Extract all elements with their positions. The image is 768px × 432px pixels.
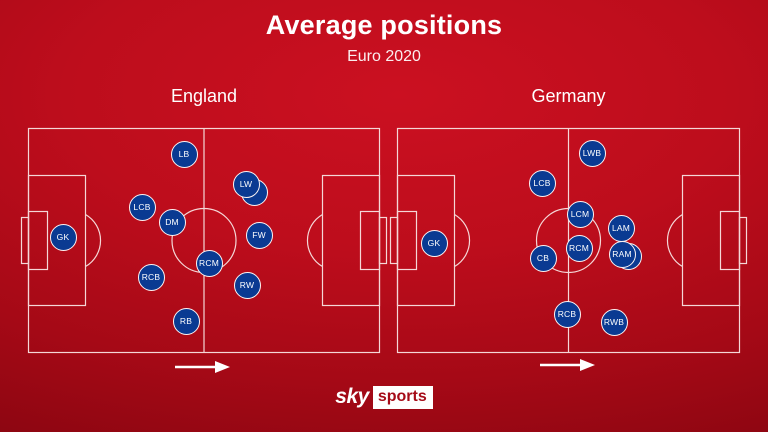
pitch-germany: GK LWB LCB LCM LAM RCM RAM CB RCB RWB (389, 127, 748, 354)
player-marker-cb: CB (529, 244, 557, 272)
penalty-arc-left (454, 213, 471, 268)
player-marker-lcb: LCB (128, 193, 156, 221)
penalty-box-right (321, 174, 381, 307)
sky-sports-logo: sky sports (0, 385, 768, 409)
sports-logo-box: sports (372, 385, 433, 409)
six-yard-box-right (719, 210, 741, 271)
player-marker-ram: RAM (608, 240, 636, 268)
page-title: Average positions (265, 10, 503, 40)
penalty-arc-right (666, 213, 683, 268)
player-marker-rcm: RCM (565, 234, 593, 262)
goal-left (20, 216, 30, 265)
penalty-arc-right (306, 213, 323, 268)
player-marker-dm: DM (158, 208, 186, 236)
six-yard-box-left (27, 210, 49, 271)
pitch-england: GK LB LCB DM RCB RB LW FW RCM RW (20, 127, 388, 354)
player-marker-lam: LAM (607, 214, 635, 242)
player-marker-lcb: LCB (528, 169, 556, 197)
subtitle: Euro 2020 (347, 48, 421, 65)
player-marker-rb: RB (172, 307, 200, 335)
attack-direction-arrow-germany (540, 359, 595, 371)
player-marker-lw: LW (232, 170, 260, 198)
attack-direction-arrow-england (175, 361, 230, 373)
pitch-lines (20, 127, 388, 354)
goal-right (378, 216, 388, 265)
player-marker-gk: GK (420, 229, 448, 257)
player-marker-rcb: RCB (137, 263, 165, 291)
player-marker-lwb: LWB (578, 139, 606, 167)
team-label-germany: Germany (531, 86, 606, 106)
sky-logo-text: sky (335, 385, 369, 408)
player-marker-lb: LB (170, 140, 198, 168)
team-label-england: England (170, 86, 238, 106)
player-marker-lcm: LCM (566, 200, 594, 228)
six-yard-box-left (396, 210, 418, 271)
goal-left (389, 216, 399, 265)
player-marker-rwb: RWB (600, 308, 628, 336)
goal-right (738, 216, 748, 265)
penalty-box-right (681, 174, 741, 307)
player-marker-rcm: RCM (195, 249, 223, 277)
six-yard-box-right (359, 210, 381, 271)
player-marker-rw: RW (233, 271, 261, 299)
player-marker-rcb: RCB (553, 300, 581, 328)
player-marker-gk: GK (49, 223, 77, 251)
player-marker-fw: FW (245, 221, 273, 249)
penalty-arc-left (85, 213, 102, 268)
